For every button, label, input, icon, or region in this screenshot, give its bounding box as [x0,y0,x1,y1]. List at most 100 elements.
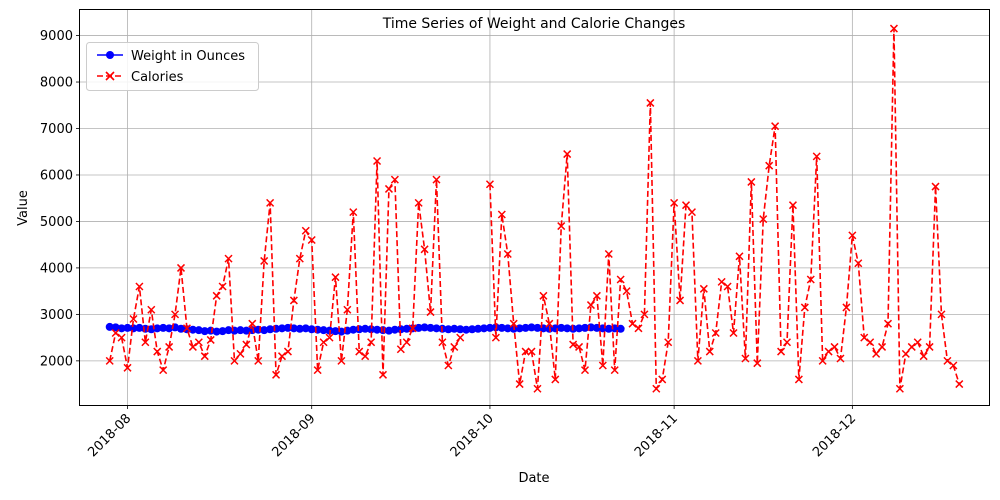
data-point-calories [800,303,809,312]
data-point-calories [765,161,774,170]
data-point-calories [515,380,524,389]
data-point-calories [230,356,239,365]
data-point-calories [117,333,126,342]
y-tick-label: 8000 [40,76,73,91]
data-point-calories [182,324,191,333]
data-point-calories [248,319,257,328]
data-point-calories [206,335,215,344]
data-point-calories [925,342,934,351]
y-tick-label: 5000 [40,215,73,230]
data-point-calories [681,201,691,210]
data-point-weight-in-ounces [402,324,411,333]
data-point-calories [676,296,685,305]
data-point-calories [456,333,465,342]
data-point-calories [842,303,851,312]
data-point-weight-in-ounces [177,324,185,333]
data-point-calories [705,347,714,356]
data-point-weight-in-ounces [224,326,233,335]
data-point-calories [949,361,958,370]
data-point-calories [277,352,287,361]
data-point-weight-in-ounces [212,327,221,336]
data-point-weight-in-ounces [456,325,465,334]
data-point-calories [171,310,180,319]
data-point-weight-in-ounces [355,325,364,334]
data-point-calories [848,231,857,240]
data-point-weight-in-ounces [432,324,441,333]
data-point-weight-in-ounces [111,323,120,332]
data-point-calories [545,319,554,328]
data-point-calories [895,384,904,393]
data-point-calories [325,333,334,342]
data-point-calories [188,342,197,351]
data-point-calories [159,366,168,375]
data-point-weight-in-ounces [165,324,174,333]
series-weight-in-ounces [105,322,625,336]
data-point-calories [373,156,382,166]
x-axis-label: Date [518,471,549,486]
data-point-calories [806,275,815,284]
data-point-calories [622,287,631,296]
data-point-calories [491,333,500,342]
data-point-weight-in-ounces [188,325,197,334]
data-point-weight-in-ounces [289,324,298,333]
data-point-weight-in-ounces [527,323,536,332]
y-tick-label: 3000 [40,308,73,323]
data-point-calories [260,256,269,265]
data-point-weight-in-ounces [581,323,589,332]
series-calories [105,24,964,393]
data-point-calories [866,338,875,347]
series-layer [105,24,964,393]
data-point-weight-in-ounces [604,324,613,333]
data-point-weight-in-ounces [331,327,340,336]
data-point-calories [539,291,548,300]
data-point-calories [687,208,696,217]
data-point-calories [331,273,340,282]
data-point-calories [872,349,881,358]
plot-frame [79,9,990,406]
data-point-weight-in-ounces [242,326,251,335]
data-point-weight-in-ounces [426,323,435,332]
data-point-calories [717,277,726,286]
data-point-calories [450,342,459,351]
data-point-weight-in-ounces [153,324,162,333]
data-point-calories [741,354,750,363]
data-point-calories [569,340,578,349]
data-point-calories [533,384,542,393]
legend: Weight in Ounces Calories [86,42,259,91]
data-point-weight-in-ounces [384,326,393,335]
data-point-calories [176,263,186,272]
data-point-weight-in-ounces [135,323,144,332]
data-point-calories [295,254,304,263]
data-point-calories [610,366,619,375]
y-tick-label: 4000 [40,261,73,276]
data-point-calories [420,245,429,254]
data-point-calories [777,347,786,356]
data-point-calories [390,175,399,184]
data-point-calories [598,361,607,370]
data-point-weight-in-ounces [474,324,483,333]
data-point-calories [782,338,792,347]
data-point-calories [735,252,744,261]
data-point-calories [646,98,655,107]
data-point-weight-in-ounces [575,324,584,333]
data-point-weight-in-ounces [414,323,423,332]
data-point-calories [426,308,435,317]
data-point-weight-in-ounces [497,323,506,332]
data-point-weight-in-ounces [515,324,524,333]
chart-title: Time Series of Weight and Calorie Change… [382,16,686,32]
data-point-weight-in-ounces [616,324,625,333]
legend-marker-weight [106,51,114,59]
data-point-calories [432,175,441,184]
data-point-calories [349,208,358,217]
data-point-calories [283,347,292,356]
data-point-calories [836,354,845,363]
data-point-calories [105,356,114,365]
data-point-calories [135,282,144,291]
data-point-calories [485,180,494,189]
data-point-calories [242,340,251,349]
data-point-calories [141,338,150,347]
data-point-weight-in-ounces [194,326,203,335]
data-point-weight-in-ounces [278,324,286,333]
data-point-calories [313,366,322,375]
